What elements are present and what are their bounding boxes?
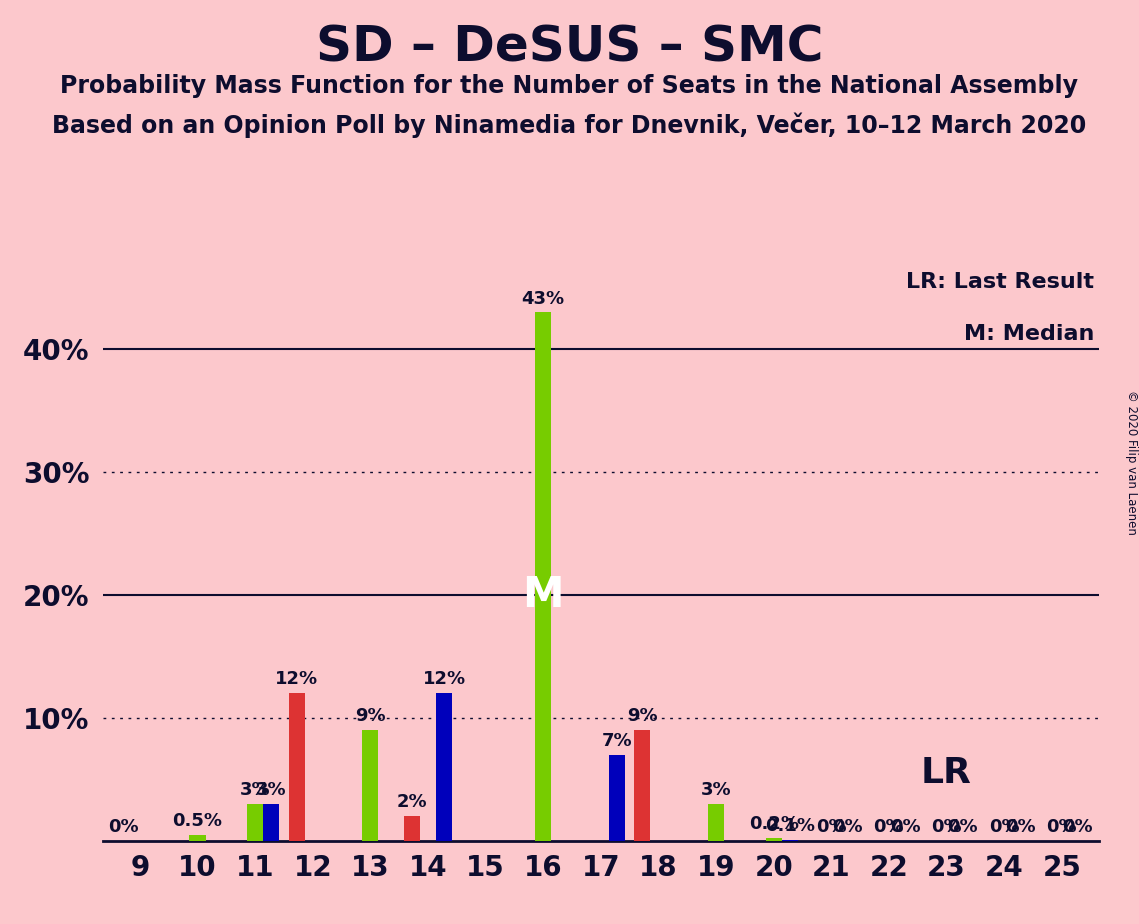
Text: 0.1%: 0.1% bbox=[764, 817, 814, 834]
Text: 0.5%: 0.5% bbox=[173, 812, 222, 830]
Text: 0.2%: 0.2% bbox=[748, 816, 798, 833]
Bar bbox=[247, 804, 263, 841]
Bar bbox=[288, 693, 305, 841]
Text: 7%: 7% bbox=[601, 732, 632, 750]
Text: 0%: 0% bbox=[874, 818, 904, 836]
Text: 12%: 12% bbox=[423, 671, 466, 688]
Text: 0%: 0% bbox=[932, 818, 961, 836]
Bar bbox=[362, 730, 378, 841]
Bar bbox=[404, 816, 420, 841]
Bar bbox=[189, 834, 206, 841]
Bar bbox=[609, 755, 625, 841]
Bar bbox=[535, 312, 551, 841]
Text: 43%: 43% bbox=[522, 289, 565, 308]
Text: 0%: 0% bbox=[1005, 818, 1035, 836]
Text: M: Median: M: Median bbox=[964, 324, 1095, 344]
Text: 0%: 0% bbox=[108, 818, 139, 836]
Text: 0%: 0% bbox=[1047, 818, 1077, 836]
Text: 0%: 0% bbox=[948, 818, 978, 836]
Text: LR: LR bbox=[921, 756, 972, 790]
Bar bbox=[781, 840, 797, 841]
Text: 0%: 0% bbox=[833, 818, 862, 836]
Text: 0%: 0% bbox=[816, 818, 846, 836]
Text: 3%: 3% bbox=[256, 781, 287, 799]
Text: Probability Mass Function for the Number of Seats in the National Assembly: Probability Mass Function for the Number… bbox=[60, 74, 1079, 98]
Text: Based on an Opinion Poll by Ninamedia for Dnevnik, Večer, 10–12 March 2020: Based on an Opinion Poll by Ninamedia fo… bbox=[52, 113, 1087, 139]
Text: 0%: 0% bbox=[989, 818, 1019, 836]
Bar bbox=[634, 730, 650, 841]
Bar bbox=[436, 693, 452, 841]
Text: 12%: 12% bbox=[276, 671, 318, 688]
Bar bbox=[708, 804, 724, 841]
Text: M: M bbox=[523, 574, 564, 616]
Text: SD – DeSUS – SMC: SD – DeSUS – SMC bbox=[316, 23, 823, 71]
Text: LR: Last Result: LR: Last Result bbox=[907, 272, 1095, 292]
Text: 9%: 9% bbox=[626, 708, 657, 725]
Text: © 2020 Filip van Laenen: © 2020 Filip van Laenen bbox=[1124, 390, 1138, 534]
Text: 3%: 3% bbox=[240, 781, 270, 799]
Text: 2%: 2% bbox=[396, 794, 427, 811]
Text: 9%: 9% bbox=[355, 708, 386, 725]
Text: 0%: 0% bbox=[890, 818, 920, 836]
Text: 3%: 3% bbox=[700, 781, 731, 799]
Text: 0%: 0% bbox=[1063, 818, 1093, 836]
Bar bbox=[263, 804, 279, 841]
Bar bbox=[765, 838, 781, 841]
